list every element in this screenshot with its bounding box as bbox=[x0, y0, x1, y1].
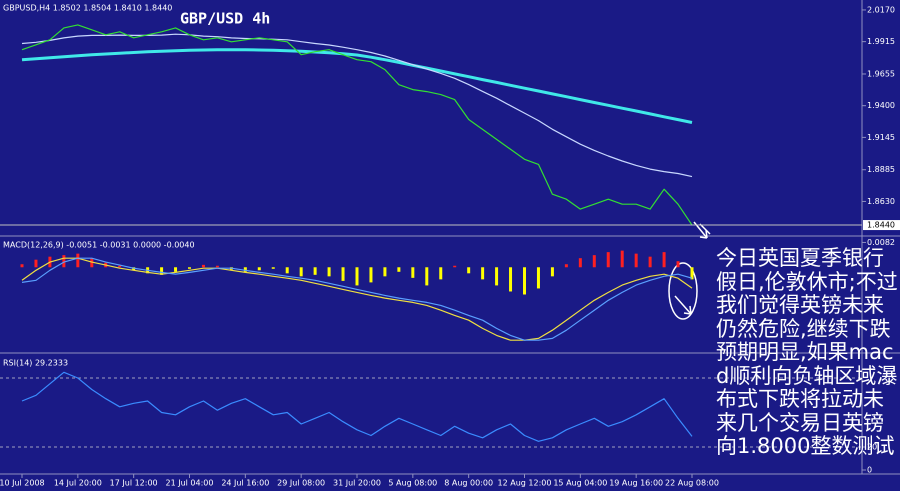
histogram-bar bbox=[481, 267, 485, 280]
histogram-bar bbox=[383, 267, 387, 277]
y-tick-label: 20 bbox=[867, 443, 877, 452]
histogram-bar bbox=[495, 267, 499, 286]
histogram-bar bbox=[62, 255, 66, 268]
histogram-bar bbox=[20, 264, 24, 268]
histogram-bar bbox=[257, 267, 261, 271]
series-line bbox=[21, 257, 693, 341]
histogram-bar bbox=[578, 258, 582, 268]
indicator-label: RSI(14) 29.2333 bbox=[3, 359, 68, 368]
y-tick-label: 0 bbox=[867, 466, 872, 475]
current-price-box bbox=[863, 220, 900, 231]
histogram-bar bbox=[453, 265, 457, 268]
x-tick-label: 10 Jul 2008 bbox=[0, 479, 45, 488]
histogram-bar bbox=[327, 267, 331, 277]
y-tick-label: 1.9145 bbox=[867, 133, 895, 142]
y-tick-label: 1.8630 bbox=[867, 197, 895, 206]
histogram-bar bbox=[634, 253, 638, 268]
y-tick-label: 1.9655 bbox=[867, 69, 895, 78]
histogram-bar bbox=[271, 267, 275, 269]
histogram-bar bbox=[369, 267, 373, 283]
x-tick-label: 29 Jul 08:00 bbox=[277, 479, 325, 488]
y-tick-label: 0.0082 bbox=[867, 238, 895, 247]
series-line bbox=[21, 257, 693, 341]
series-line bbox=[21, 371, 693, 442]
y-tick-label: 1.9400 bbox=[867, 101, 895, 110]
y-tick-label: 2.0170 bbox=[867, 5, 895, 14]
y-tick-label: 1.9915 bbox=[867, 37, 895, 46]
histogram-bar bbox=[662, 252, 666, 268]
histogram-bar bbox=[160, 267, 164, 275]
histogram-bar bbox=[215, 265, 219, 268]
x-tick-label: 5 Aug 08:00 bbox=[388, 479, 437, 488]
arrow bbox=[693, 221, 711, 239]
histogram-bar bbox=[690, 267, 694, 280]
series-line bbox=[21, 24, 693, 226]
histogram-bar bbox=[536, 267, 540, 289]
x-tick-label: 15 Aug 04:00 bbox=[553, 479, 607, 488]
histogram-bar bbox=[90, 258, 94, 268]
histogram-bar bbox=[550, 267, 554, 277]
current-price-label: 1.8440 bbox=[867, 221, 895, 230]
highlight-circle bbox=[668, 262, 698, 320]
histogram-bar bbox=[509, 267, 513, 292]
series-line bbox=[21, 48, 693, 124]
x-tick-label: 31 Jul 20:00 bbox=[333, 479, 381, 488]
histogram-bar bbox=[523, 267, 526, 295]
histogram-bar bbox=[341, 267, 345, 281]
x-tick-label: 8 Aug 00:00 bbox=[444, 479, 493, 488]
x-tick-label: 12 Aug 12:00 bbox=[498, 479, 552, 488]
histogram-bar bbox=[397, 267, 401, 272]
histogram-bar bbox=[188, 267, 191, 269]
header-label: GBPUSD,H4 1.8502 1.8504 1.8410 1.8440 bbox=[3, 4, 172, 13]
histogram-bar bbox=[76, 253, 80, 268]
histogram-bar bbox=[467, 267, 471, 274]
arrow bbox=[674, 295, 692, 315]
x-tick-label: 17 Jul 12:00 bbox=[110, 479, 158, 488]
histogram-bar bbox=[201, 264, 205, 268]
annotation: 今日英国夏季银行假日,伦敦休市;不过我们觉得英镑未来仍然危险,继续下跌预期明显,… bbox=[716, 246, 898, 458]
frame bbox=[0, 0, 900, 475]
x-tick-label: 19 Aug 16:00 bbox=[609, 479, 663, 488]
x-tick-label: 24 Jul 16:00 bbox=[221, 479, 269, 488]
series-line bbox=[21, 33, 693, 178]
histogram-bar bbox=[439, 267, 443, 280]
histogram-bar bbox=[592, 255, 596, 268]
x-tick-label: 22 Aug 08:00 bbox=[665, 479, 719, 488]
histogram-bar bbox=[648, 256, 652, 268]
x-tick-label: 21 Jul 04:00 bbox=[166, 479, 214, 488]
indicator-label: MACD(12,26,9) -0.0051 -0.0031 0.0000 -0.… bbox=[3, 241, 195, 250]
histogram-bar bbox=[118, 265, 122, 268]
histogram-bar bbox=[299, 267, 303, 277]
histogram-bar bbox=[34, 259, 38, 268]
histogram-bar bbox=[411, 267, 415, 278]
histogram-bar bbox=[676, 261, 680, 268]
histogram-bar bbox=[620, 250, 624, 268]
histogram-bar bbox=[606, 252, 610, 268]
histogram-bar bbox=[313, 267, 317, 275]
histogram-bar bbox=[425, 267, 429, 286]
histogram-bar bbox=[174, 267, 178, 272]
histogram-bar bbox=[285, 267, 289, 274]
histogram-bar bbox=[564, 264, 568, 268]
histogram-bar bbox=[243, 267, 247, 272]
y-tick-label: 1.8885 bbox=[867, 165, 895, 174]
chart-title: GBP/USD 4h bbox=[180, 10, 270, 28]
histogram-bar bbox=[355, 267, 359, 286]
x-tick-label: 14 Jul 20:00 bbox=[54, 479, 102, 488]
